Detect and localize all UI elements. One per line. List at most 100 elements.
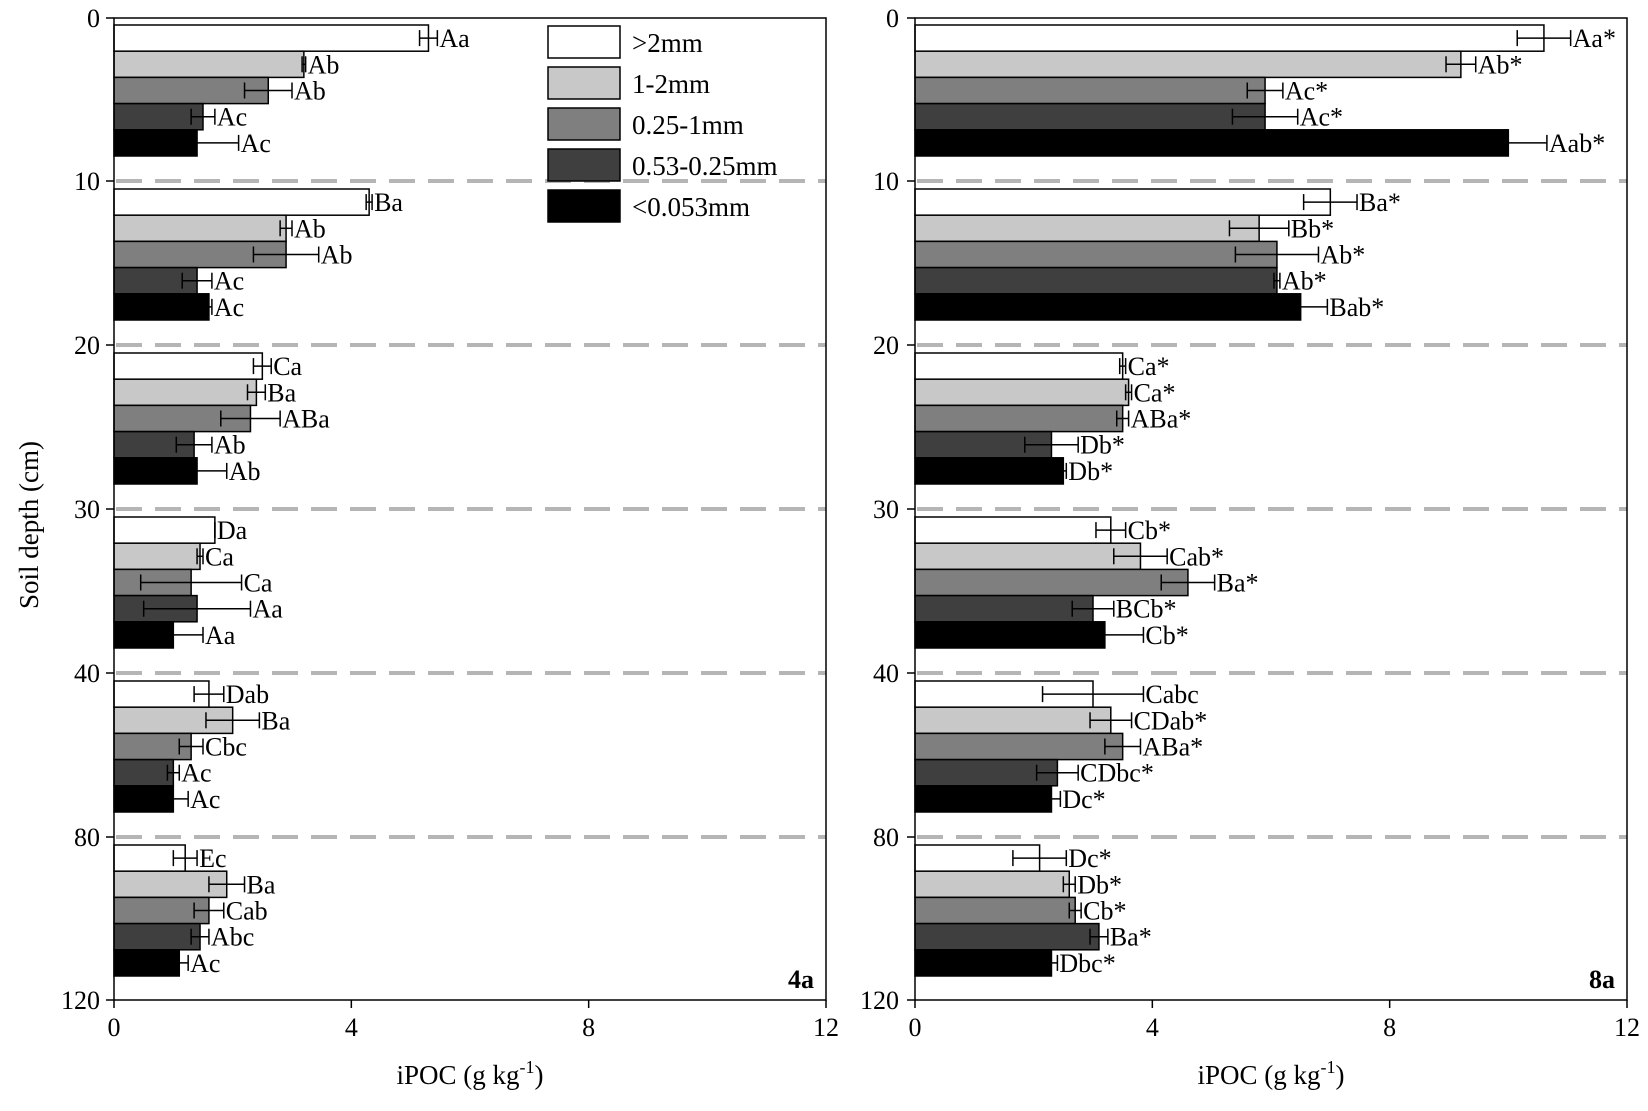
panel-4a: AaAbAbAcAcBaAbAbAcAcCaBaABaAbAbDaCaCaAaA… <box>61 4 839 1090</box>
panel-tag: 4a <box>788 965 814 994</box>
y-tick-label: 80 <box>74 823 100 852</box>
legend-swatch <box>547 107 621 141</box>
bar-label: ABa* <box>1142 733 1203 762</box>
legend-swatch <box>547 148 621 182</box>
bar <box>113 352 264 380</box>
bar-label: Ac <box>214 267 244 296</box>
bar-label: Ba* <box>1217 569 1259 598</box>
bar <box>914 266 1278 295</box>
bar-label: Cb* <box>1083 897 1126 926</box>
bar-label: Da <box>217 516 248 545</box>
bar <box>914 949 1053 977</box>
bar <box>113 516 216 544</box>
bar <box>113 542 201 571</box>
bar-label: Ba <box>374 188 403 217</box>
bar-label: Db* <box>1080 431 1125 460</box>
bar <box>914 568 1189 597</box>
bar-label: Aa <box>205 621 236 650</box>
bar <box>914 896 1076 925</box>
x-tick-label: 4 <box>1146 1013 1159 1042</box>
legend-swatch <box>547 189 621 223</box>
legend-swatch <box>547 25 621 59</box>
bar <box>914 352 1124 380</box>
bar <box>113 949 181 977</box>
x-tick-label: 4 <box>345 1013 358 1042</box>
y-tick-label: 10 <box>74 167 100 196</box>
bar <box>914 188 1332 216</box>
x-tick-label: 8 <box>582 1013 595 1042</box>
bar-label: Dc* <box>1068 844 1111 873</box>
bar-label: Ac <box>190 949 220 978</box>
bar-label: Dab <box>226 680 269 709</box>
bar <box>113 758 175 787</box>
bar-label: Ab* <box>1282 267 1327 296</box>
bar-label: Ab <box>321 241 353 270</box>
bar-label: Db* <box>1077 870 1122 899</box>
y-tick-label: 120 <box>860 986 899 1015</box>
chart-panels: AaAbAbAcAcBaAbAbAcAcCaBaABaAbAbDaCaCaAaA… <box>61 4 1640 1090</box>
x-tick-label: 12 <box>813 1013 839 1042</box>
bar <box>914 129 1510 157</box>
y-tick-label: 20 <box>873 331 899 360</box>
y-tick-label: 10 <box>873 167 899 196</box>
bar-label: Ac <box>190 785 220 814</box>
bar-label: Ac* <box>1285 77 1328 106</box>
legend-label: <0.053mm <box>632 192 750 222</box>
bar <box>914 785 1053 813</box>
bar-label: Ba* <box>1110 923 1152 952</box>
bar <box>113 732 192 761</box>
bar-label: Ec <box>199 844 226 873</box>
bar <box>914 102 1266 131</box>
bar-label: Cbc <box>205 733 247 762</box>
bar-label: Cb* <box>1145 621 1188 650</box>
bar-label: Ba* <box>1359 188 1401 217</box>
y-tick-label: 80 <box>873 823 899 852</box>
y-tick-label: 20 <box>74 331 100 360</box>
bar-label: CDbc* <box>1080 759 1154 788</box>
y-tick-label: 0 <box>87 4 100 33</box>
bar <box>914 214 1260 243</box>
bar <box>113 102 204 131</box>
y-tick-label: 120 <box>61 986 100 1015</box>
bar <box>914 240 1278 269</box>
x-tick-label: 0 <box>108 1013 121 1042</box>
bar-label: Abc <box>211 923 254 952</box>
legend: >2mm 1-2mm 0.25-1mm 0.53-0.25mm <0.053mm <box>547 25 778 223</box>
x-axis-title: iPOC (g kg-1) <box>1197 1057 1344 1090</box>
bar-label: Ac <box>241 129 271 158</box>
bar <box>914 706 1112 735</box>
bar <box>914 922 1100 951</box>
bar-label: Bb* <box>1291 214 1334 243</box>
bar-label: Ab <box>308 50 340 79</box>
bar-label: Ac <box>181 759 211 788</box>
bar-label: Aa <box>252 595 283 624</box>
legend-swatch <box>547 66 621 100</box>
bar-label: Ba <box>261 706 290 735</box>
y-tick-label: 30 <box>74 495 100 524</box>
bar <box>113 214 287 243</box>
bar-label: Ca* <box>1128 352 1170 381</box>
bar <box>113 24 430 52</box>
bar-label: ABa <box>282 405 330 434</box>
bar <box>914 76 1266 105</box>
bar-label: Cb* <box>1128 516 1171 545</box>
bar <box>914 870 1071 899</box>
bar-label: Ca <box>273 352 302 381</box>
y-axis-title: Soil depth (cm) <box>14 441 44 609</box>
bar-label: CDab* <box>1134 706 1208 735</box>
bar-label: Ca <box>244 569 273 598</box>
bar-label: Ba <box>247 870 276 899</box>
x-axis-title: iPOC (g kg-1) <box>396 1057 543 1090</box>
bar-label: Ac <box>217 103 247 132</box>
bar-label: Dc* <box>1062 785 1105 814</box>
legend-label: >2mm <box>632 28 703 58</box>
bar <box>914 378 1130 407</box>
panel-tag: 8a <box>1589 965 1615 994</box>
bar <box>113 50 305 79</box>
bar <box>914 24 1545 52</box>
bar-label: Dbc* <box>1059 949 1115 978</box>
bar-label: Ac <box>214 293 244 322</box>
legend-label: 0.25-1mm <box>632 110 744 140</box>
bar <box>113 293 210 321</box>
